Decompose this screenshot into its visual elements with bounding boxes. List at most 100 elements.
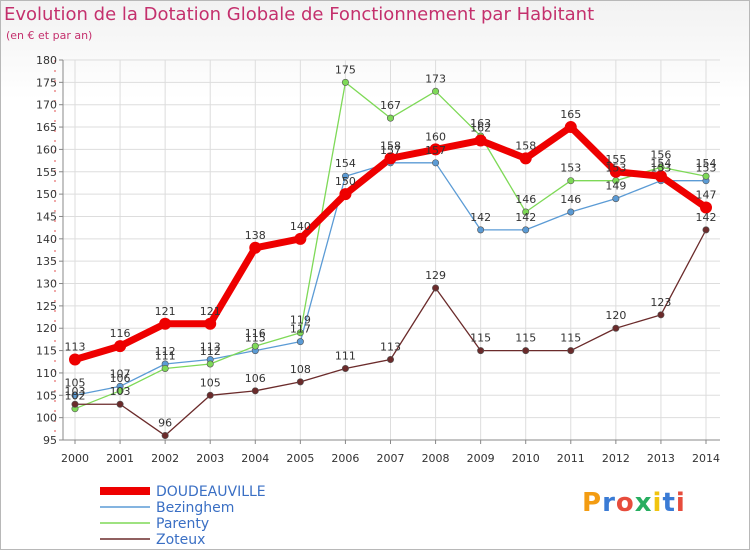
data-point	[116, 400, 124, 408]
x-tick-label: 2000	[61, 452, 89, 465]
data-label: 146	[515, 193, 536, 206]
data-label: 113	[380, 341, 401, 354]
y-tick-labels: 95 100 105 110 115 120 125 130 135 140 145 150 155 16…	[36, 54, 57, 447]
data-label: 121	[155, 305, 176, 318]
x-tick-label: 2014	[692, 452, 720, 465]
data-label: 115	[470, 332, 491, 345]
y-tick-label: 95	[43, 434, 57, 447]
x-tick-label: 2005	[286, 452, 314, 465]
data-label: 123	[650, 296, 671, 309]
legend-label: Parenty	[156, 516, 209, 532]
y-tick-label: 145	[36, 210, 57, 223]
data-label: 142	[470, 211, 491, 224]
data-label: 107	[110, 367, 131, 380]
data-point	[206, 360, 214, 368]
data-point	[161, 364, 169, 372]
x-tick-labels: 2000 2001 2002 2003 2004 2005 2006 2007 2008 2009…	[61, 452, 720, 465]
data-label: 103	[65, 385, 86, 398]
data-point	[612, 195, 620, 203]
data-point	[432, 87, 440, 95]
data-point	[69, 353, 81, 366]
data-label: 105	[200, 376, 221, 389]
data-point	[429, 143, 442, 156]
data-point	[71, 391, 79, 399]
y-tick-label: 175	[36, 76, 57, 89]
data-label: 142	[515, 211, 536, 224]
y-tick-label: 105	[36, 389, 57, 402]
data-label: 157	[380, 144, 401, 157]
data-point	[249, 241, 262, 254]
logo-letter: r	[602, 488, 616, 518]
data-point	[341, 172, 349, 180]
data-point	[294, 232, 307, 245]
data-label: 113	[200, 341, 221, 354]
logo-letter: i	[675, 488, 686, 518]
chart-subtitle: (en € et par an)	[6, 29, 93, 42]
data-label: 106	[245, 372, 266, 385]
data-label: 116	[245, 327, 266, 340]
data-point	[522, 208, 530, 216]
legend-label: Zoteux	[156, 532, 205, 548]
data-label: 153	[696, 162, 717, 175]
data-label: 173	[425, 72, 446, 85]
y-tick-label: 125	[36, 300, 57, 313]
data-label: 154	[335, 157, 356, 170]
data-label: 129	[425, 269, 446, 282]
data-label: 111	[335, 349, 356, 362]
data-point	[204, 317, 217, 330]
data-label: 149	[605, 180, 626, 193]
data-point	[206, 391, 214, 399]
y-tick-label: 165	[36, 121, 57, 134]
data-label: 147	[696, 189, 717, 202]
data-label: 163	[470, 117, 491, 130]
data-label: 160	[425, 130, 446, 143]
x-tick-label: 2008	[422, 452, 450, 465]
y-tick-label: 180	[36, 54, 57, 67]
y-tick-label: 140	[36, 233, 57, 246]
data-point	[564, 121, 577, 134]
data-label: 146	[560, 193, 581, 206]
data-point	[522, 226, 530, 234]
data-point	[341, 364, 349, 372]
data-point	[609, 165, 622, 178]
data-point	[251, 387, 259, 395]
data-label: 153	[560, 162, 581, 175]
data-label: 115	[245, 332, 266, 345]
x-tick-label: 2013	[647, 452, 675, 465]
chart-title: Evolution de la Dotation Globale de Fonc…	[4, 4, 595, 25]
data-label: 138	[245, 229, 266, 242]
data-point	[384, 152, 397, 165]
logo-letter: o	[615, 488, 635, 518]
data-label: 175	[335, 63, 356, 76]
data-point	[159, 317, 172, 330]
data-point	[477, 226, 485, 234]
data-label: 117	[290, 323, 311, 336]
data-label: 106	[110, 372, 131, 385]
data-point	[702, 226, 710, 234]
data-label: 111	[155, 349, 176, 362]
x-tick-label: 2012	[602, 452, 630, 465]
x-tick-label: 2002	[151, 452, 179, 465]
data-label: 155	[605, 153, 626, 166]
data-label: 150	[335, 175, 356, 188]
data-label: 157	[425, 144, 446, 157]
data-label: 103	[110, 385, 131, 398]
data-label: 115	[560, 332, 581, 345]
data-point	[702, 172, 710, 180]
y-tick-label: 170	[36, 99, 57, 112]
x-tick-label: 2010	[512, 452, 540, 465]
logo-letter: P	[582, 488, 603, 518]
y-tick-label: 115	[36, 345, 57, 358]
logo-letter: t	[662, 488, 676, 518]
data-point	[341, 78, 349, 86]
data-label: 162	[470, 121, 491, 134]
data-label: 120	[605, 309, 626, 322]
y-tick-label: 155	[36, 166, 57, 179]
x-tick-label: 2009	[467, 452, 495, 465]
y-tick-label: 100	[36, 412, 57, 425]
x-tick-label: 2006	[331, 452, 359, 465]
data-point	[612, 324, 620, 332]
